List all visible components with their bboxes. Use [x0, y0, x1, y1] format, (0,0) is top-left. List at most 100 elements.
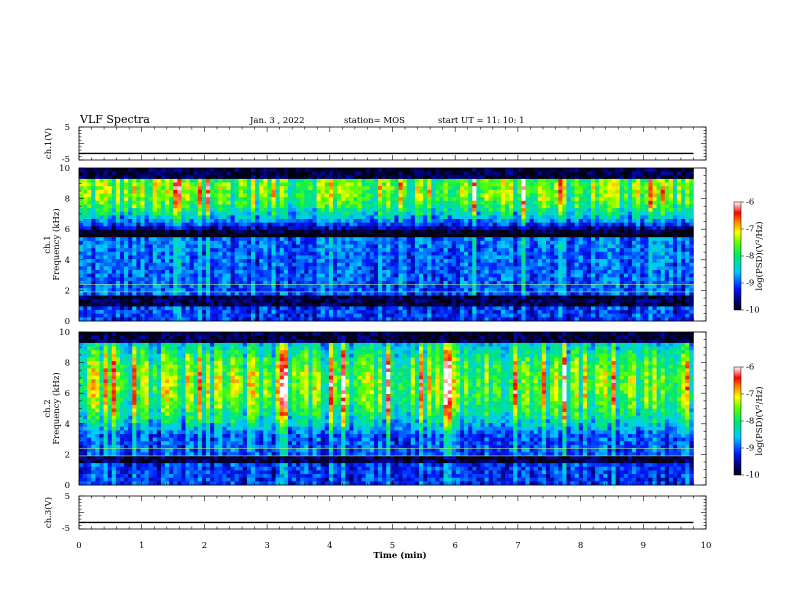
spectrogram-cell [361, 280, 367, 285]
spectrogram-cell [287, 215, 293, 220]
spectrogram-cell [410, 248, 416, 253]
spectrogram-cell [173, 240, 178, 245]
spectrogram-cell [648, 200, 653, 205]
spectrogram-cell [636, 233, 641, 238]
spectrogram-cell [242, 277, 248, 282]
spectrogram-cell [390, 193, 395, 198]
spectrogram-cell [410, 193, 416, 198]
spectrogram-cell [107, 200, 113, 205]
spectrogram-cell [115, 186, 121, 191]
spectrogram-cell [283, 280, 289, 285]
spectrogram-cell [201, 193, 207, 198]
spectrogram-cell [586, 244, 592, 249]
spectrogram-cell [156, 280, 162, 285]
spectrogram-cell [91, 222, 96, 227]
spectrogram-cell [357, 175, 362, 180]
spectrogram-cell [685, 237, 690, 242]
spectrogram-cell [431, 211, 436, 216]
spectrogram-cell [214, 200, 219, 205]
spectrogram-cell [263, 248, 268, 253]
spectrogram-cell [83, 211, 88, 216]
spectrogram-cell [99, 259, 104, 264]
spectrogram-cell [632, 186, 637, 191]
spectrogram-cell [591, 189, 596, 194]
spectrogram-cell [222, 186, 227, 191]
spectrogram-cell [316, 222, 321, 227]
spectrogram-cell [390, 182, 395, 187]
spectrogram-cell [304, 200, 309, 205]
spectrogram-cell [156, 222, 162, 227]
spectrogram-cell [279, 259, 285, 264]
spectrogram-cell [668, 270, 674, 274]
spectrogram-cell [136, 284, 141, 289]
spectrogram-cell [238, 262, 244, 267]
spectrogram-cell [275, 262, 281, 267]
spectrogram-cell [267, 270, 272, 274]
spectrogram-cell [349, 215, 354, 220]
spectrogram-cell [87, 182, 92, 187]
spectrogram-cell [87, 233, 92, 238]
spectrogram-cell [611, 168, 616, 172]
spectrogram-cell [79, 262, 84, 267]
spectrogram-cell [603, 200, 608, 205]
spectrogram-cell [611, 248, 616, 253]
spectrogram-cell [435, 240, 440, 245]
spectrogram-cell [488, 200, 494, 205]
spectrogram-cell [79, 240, 84, 245]
spectrogram-cell [447, 215, 453, 220]
spectrogram-cell [513, 219, 518, 223]
spectrogram-cell [369, 222, 375, 227]
spectrogram-cell [234, 255, 240, 260]
spectrogram-cell [246, 204, 252, 209]
spectrogram-cell [505, 178, 510, 183]
spectrogram-cell [95, 251, 100, 256]
spectrogram-cell [451, 200, 457, 205]
spectrogram-cell [451, 270, 457, 274]
spectrogram-cell [410, 186, 416, 191]
spectrogram-cell [189, 229, 194, 234]
spectrogram-cell [324, 208, 330, 213]
spectrogram-cell [349, 233, 354, 238]
spectrogram-cell [144, 200, 149, 205]
spectrogram-cell [283, 222, 289, 227]
spectrogram-cell [222, 189, 227, 194]
spectrogram-cell [521, 200, 526, 205]
spectrogram-cell [140, 244, 145, 249]
spectrogram-cell [373, 259, 379, 264]
spectrogram-cell [259, 178, 264, 183]
spectrogram-cell [541, 244, 547, 249]
spectrogram-cell [193, 171, 199, 176]
spectrogram-cell [636, 262, 641, 267]
spectrogram-cell [378, 175, 383, 180]
spectrogram-cell [496, 197, 502, 202]
spectrogram-cell [672, 233, 678, 238]
spectrogram-cell [636, 178, 641, 183]
spectrogram-cell [373, 186, 379, 191]
spectrogram-cell [427, 182, 432, 187]
spectrogram-cell [607, 248, 612, 253]
spectrogram-cell [246, 189, 252, 194]
spectrogram-cell [341, 240, 346, 245]
spectrogram-cell [545, 171, 551, 176]
spectrogram-cell [246, 168, 252, 172]
spectrogram-cell [382, 200, 387, 205]
spectrogram-cell [394, 266, 399, 271]
spectrogram-cell [603, 186, 608, 191]
spectrogram-cell [582, 270, 588, 274]
spectrogram-cell [115, 182, 121, 187]
spectrogram-cell [267, 226, 272, 231]
spectrogram-cell [365, 219, 371, 223]
spectrogram-cell [263, 266, 268, 271]
spectrogram-cell [652, 259, 657, 264]
spectrogram-cell [103, 197, 108, 202]
spectrogram-cell [406, 193, 412, 198]
spectrogram-cell [132, 270, 137, 274]
spectrogram-cell [627, 186, 633, 191]
spectrogram-cell [156, 233, 162, 238]
spectrogram-cell [476, 226, 481, 231]
spectrogram-cell [541, 226, 547, 231]
spectrogram-cell [320, 262, 326, 267]
spectrogram-cell [554, 240, 559, 245]
spectrogram-cell [91, 270, 96, 274]
spectrogram-cell [603, 262, 608, 267]
